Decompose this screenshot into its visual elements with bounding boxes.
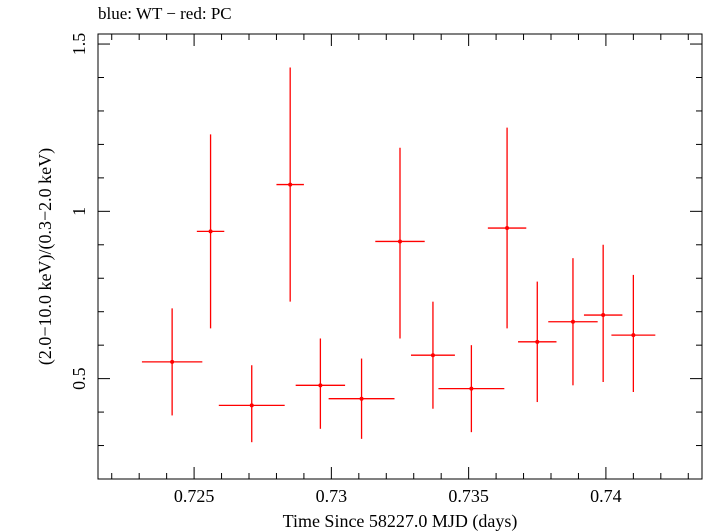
data-point [548, 258, 598, 386]
data-point [410, 301, 455, 409]
data-point [328, 358, 395, 439]
point-marker [318, 383, 323, 388]
y-tick-label: 0.5 [69, 367, 89, 390]
data-point [295, 338, 346, 429]
point-marker [601, 313, 606, 318]
chart-title: blue: WT − red: PC [98, 4, 232, 23]
plot-frame [97, 33, 703, 480]
data-point [518, 281, 557, 403]
x-tick-label: 0.735 [448, 486, 489, 506]
data-point [611, 274, 656, 393]
data-point [276, 67, 304, 302]
data-point [375, 147, 425, 339]
point-marker [398, 239, 402, 244]
data-point [196, 134, 225, 329]
point-marker [430, 353, 435, 358]
x-tick-label: 0.74 [590, 486, 622, 506]
x-tick-label: 0.725 [174, 486, 215, 506]
point-marker [469, 386, 474, 391]
data-point [141, 308, 203, 416]
axes: 0.725 0.73 0.735 0.74 0.5 1 1.5 [69, 33, 702, 506]
y-tick-label: 1 [69, 207, 89, 216]
point-marker [631, 333, 636, 338]
y-tick-label: 1.5 [69, 33, 89, 56]
data-point [487, 127, 527, 329]
point-marker [570, 319, 575, 324]
point-marker [505, 226, 510, 231]
point-marker [208, 229, 213, 234]
point-marker [249, 403, 254, 408]
point-marker [535, 339, 540, 344]
data-points [141, 67, 656, 443]
x-axis-label: Time Since 58227.0 MJD (days) [283, 511, 518, 532]
point-marker [170, 359, 175, 364]
y-axis-label: (2.0−10.0 keV)/(0.3−2.0 keV) [35, 148, 56, 365]
point-marker [288, 182, 293, 187]
data-point [438, 345, 505, 433]
x-tick-label: 0.73 [316, 486, 348, 506]
point-marker [359, 396, 364, 401]
data-point [583, 244, 623, 382]
data-point [218, 365, 285, 443]
